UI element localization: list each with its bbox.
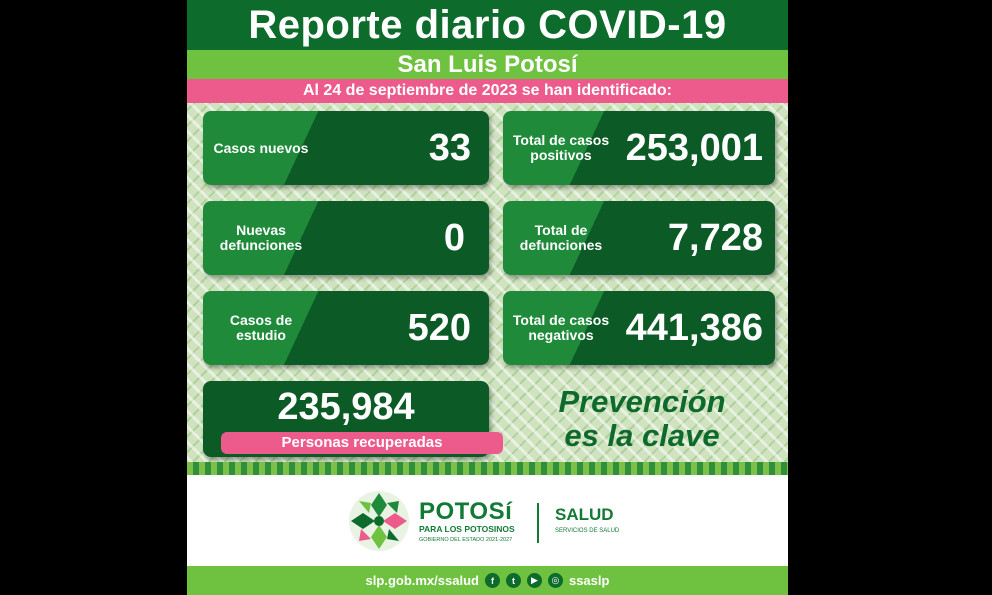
- recovered-value: 235,984: [277, 386, 415, 428]
- stat-card-total-negativos: Total de casos negativos 441,386: [503, 291, 775, 365]
- website-link[interactable]: slp.gob.mx/ssalud: [365, 573, 479, 588]
- twitter-icon[interactable]: t: [505, 573, 521, 588]
- decorative-stripe: [187, 462, 788, 475]
- report-date-line: Al 24 de septiembre de 2023 se han ident…: [187, 79, 788, 103]
- stat-value: 0: [443, 216, 465, 259]
- logo-panel: POTOSí PARA LOS POTOSINOS GOBIERNO DEL E…: [187, 475, 788, 566]
- stat-value: 441,386: [625, 306, 763, 349]
- instagram-icon[interactable]: ◎: [547, 573, 563, 588]
- stat-card-total-positivos: Total de casos positivos 253,001: [503, 111, 775, 185]
- stat-label: Total de casos negativos: [512, 312, 610, 343]
- stat-label: Casos nuevos: [213, 139, 309, 156]
- state-emblem-icon: [349, 491, 409, 551]
- stat-value: 7,728: [667, 216, 763, 259]
- slogan: Prevención es la clave: [517, 385, 767, 453]
- stat-label: Casos de estudio: [229, 312, 293, 343]
- facebook-icon[interactable]: f: [484, 573, 500, 588]
- department-name: SALUD: [555, 505, 614, 524]
- slogan-line-1: Prevención: [558, 384, 726, 419]
- brand-name: POTOSí: [419, 498, 513, 525]
- stat-label: Total de casos positivos: [512, 132, 610, 163]
- footer: slp.gob.mx/ssalud f t ▶ ◎ ssaslp: [187, 566, 788, 595]
- stat-value: 520: [407, 306, 471, 349]
- department-subtitle: SERVICIOS DE SALUD: [555, 528, 620, 534]
- stat-card-casos-nuevos: Casos nuevos 33: [203, 111, 489, 185]
- recovered-label: Personas recuperadas: [221, 432, 503, 454]
- brand-divider: [537, 503, 539, 543]
- stat-card-recuperadas: 235,984 Personas recuperadas: [203, 381, 503, 457]
- social-handle[interactable]: ssaslp: [568, 573, 610, 588]
- stat-card-nuevas-defunciones: Nuevas defunciones 0: [203, 201, 489, 275]
- stat-label: Nuevas defunciones: [219, 222, 303, 253]
- stat-card-casos-estudio: Casos de estudio 520: [203, 291, 489, 365]
- stat-label: Total de defunciones: [519, 222, 603, 253]
- stat-card-total-defunciones: Total de defunciones 7,728: [503, 201, 775, 275]
- brand-tagline: PARA LOS POTOSINOS: [419, 524, 515, 534]
- stat-value: 253,001: [625, 126, 763, 169]
- youtube-icon[interactable]: ▶: [526, 573, 542, 588]
- brand-government: GOBIERNO DEL ESTADO 2021-2027: [419, 537, 513, 543]
- covid-report-poster: Reporte diario COVID-19 San Luis Potosí …: [187, 0, 788, 595]
- stat-value: 33: [428, 126, 471, 169]
- slogan-line-2: es la clave: [564, 418, 720, 453]
- state-name: San Luis Potosí: [187, 50, 788, 79]
- report-title: Reporte diario COVID-19: [187, 0, 788, 50]
